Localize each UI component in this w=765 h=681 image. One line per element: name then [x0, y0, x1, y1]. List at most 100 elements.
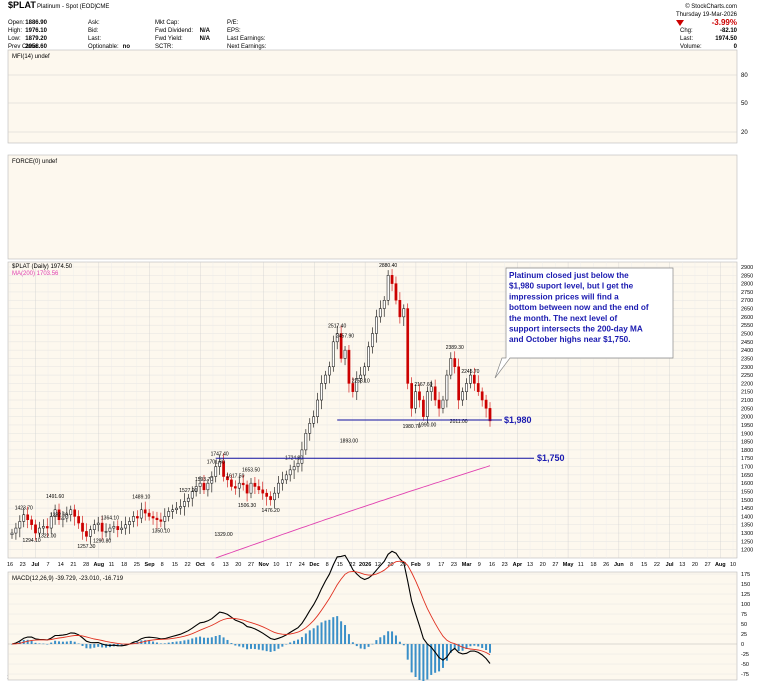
- macd-histogram-bar: [38, 643, 41, 644]
- macd-histogram-bar: [449, 644, 452, 653]
- price-data-label: 1322.00: [38, 533, 56, 539]
- candle-body: [96, 522, 100, 525]
- candle-body: [465, 383, 468, 392]
- macd-histogram-bar: [285, 644, 288, 645]
- macd-histogram-bar: [65, 641, 68, 644]
- x-tick-label: 2026: [359, 562, 371, 568]
- macd-histogram-bar: [101, 644, 104, 648]
- macd-histogram-bar: [351, 642, 354, 644]
- price-tick-label: 1350: [741, 523, 753, 529]
- price-tick-label: 1250: [741, 539, 753, 545]
- price-data-label: 1257.30: [77, 544, 95, 550]
- header-field-label: Low:: [8, 36, 21, 42]
- price-data-label: 1489.10: [132, 495, 150, 501]
- macd-histogram-bar: [11, 644, 13, 645]
- header-field-label: P/E:: [227, 20, 239, 26]
- header-field-value: 1886.90: [25, 20, 47, 26]
- candle-body: [328, 366, 331, 376]
- header-field-value: 1879.20: [25, 36, 47, 42]
- candle-body: [249, 482, 253, 494]
- candle-body: [22, 514, 26, 522]
- down-arrow-icon: [676, 20, 684, 26]
- macd-histogram-bar: [97, 644, 100, 647]
- macd-line: [11, 550, 491, 664]
- candle-body: [441, 399, 445, 409]
- price-data-label: 1747.40: [211, 452, 229, 458]
- x-tick-label: Sep: [144, 562, 155, 568]
- price-tick-label: 1800: [741, 448, 753, 454]
- macd-histogram-bar: [434, 644, 437, 673]
- price-tick-label: 1300: [741, 531, 753, 537]
- macd-histogram-bar: [371, 643, 374, 645]
- macd-histogram-bar: [210, 637, 213, 644]
- x-tick-label: 8: [630, 562, 633, 568]
- x-tick-label: Jul: [31, 562, 39, 568]
- candle-body: [382, 299, 386, 309]
- candle-body: [81, 522, 84, 532]
- header-field-value: 1974.50: [715, 36, 737, 42]
- macd-histogram-bar: [179, 641, 182, 644]
- ma-label: MA(200) 1703.56: [12, 271, 59, 277]
- macd-histogram-bar: [42, 643, 45, 645]
- macd-histogram-bar: [191, 638, 194, 644]
- candle-body: [132, 516, 135, 522]
- macd-panel: 175 150 125 100 75 50 25 0 -25 -50 -75 MACD(12,26,…: [7, 550, 750, 681]
- price-tick-label: 1650: [741, 473, 753, 479]
- candle-body: [425, 391, 429, 417]
- candle-body: [237, 482, 241, 489]
- x-tick-label: 11: [578, 562, 584, 568]
- macd-histogram-bar: [132, 642, 135, 644]
- candle-body: [433, 386, 437, 401]
- x-tick-label: 22: [185, 562, 191, 568]
- macd-histogram-bar: [418, 644, 421, 681]
- x-tick-label: Aug: [715, 562, 726, 568]
- price-tick-label: 2750: [741, 290, 753, 296]
- candle-body: [414, 391, 417, 409]
- x-tick-label: 17: [438, 562, 444, 568]
- macd-histogram-bar: [261, 644, 264, 651]
- candle-body: [277, 482, 280, 494]
- candle-body: [139, 509, 143, 519]
- macd-histogram-bar: [257, 644, 260, 650]
- candle-body: [449, 358, 453, 376]
- macd-histogram-bar: [445, 644, 448, 661]
- macd-histogram-bar: [316, 625, 319, 644]
- macd-histogram-bar: [269, 644, 272, 652]
- price-tick-label: 2450: [741, 340, 753, 346]
- candle-body: [85, 531, 88, 537]
- price-tick-label: 2100: [741, 398, 753, 404]
- candle-body: [253, 482, 257, 487]
- x-tick-label: 7: [47, 562, 50, 568]
- x-tick-label: May: [563, 562, 575, 568]
- candle-body: [257, 486, 261, 491]
- macd-histogram-bar: [465, 644, 468, 649]
- price-tick-label: 1550: [741, 489, 753, 495]
- x-tick-label: 24: [299, 562, 305, 568]
- macd-histogram-bar: [414, 644, 417, 678]
- price-data-label: 1294.10: [23, 538, 41, 544]
- x-tick-label: 21: [70, 562, 76, 568]
- mfi-tick-80: 80: [741, 73, 748, 79]
- macd-histogram-bar: [226, 639, 229, 644]
- candle-body: [151, 516, 155, 519]
- candle-body: [14, 527, 18, 534]
- price-tick-label: 1400: [741, 514, 753, 520]
- price-data-label: 1290.80: [93, 539, 111, 545]
- candle-body: [163, 516, 167, 522]
- note-line: impression prices will find a: [509, 292, 619, 301]
- macd-histogram-bar: [293, 640, 296, 644]
- macd-histogram-bar: [69, 640, 72, 644]
- candle-body: [167, 511, 171, 517]
- macd-histogram-bar: [238, 644, 241, 647]
- price-data-label: 1329.00: [215, 532, 233, 538]
- x-tick-label: Jun: [614, 562, 624, 568]
- macd-histogram-bar: [430, 644, 433, 675]
- candle-body: [480, 391, 484, 401]
- candle-body: [351, 383, 355, 392]
- macd-histogram: [11, 616, 491, 681]
- candle-body: [371, 333, 374, 348]
- candle-body: [461, 391, 464, 401]
- macd-tick-label: 50: [741, 622, 747, 628]
